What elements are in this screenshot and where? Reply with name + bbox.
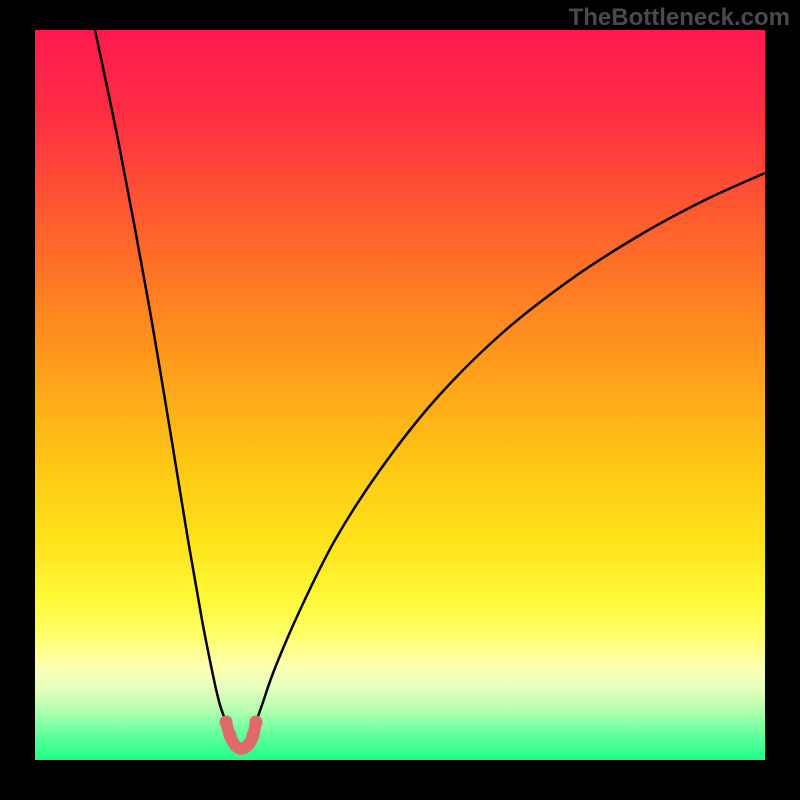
trough-dot [247,729,260,742]
plot-background [35,30,765,760]
bottleneck-chart [0,0,800,800]
trough-dot [220,716,233,729]
trough-dot [224,729,237,742]
trough-dot [250,716,263,729]
watermark-text: TheBottleneck.com [569,4,790,32]
chart-container: TheBottleneck.com [0,0,800,800]
